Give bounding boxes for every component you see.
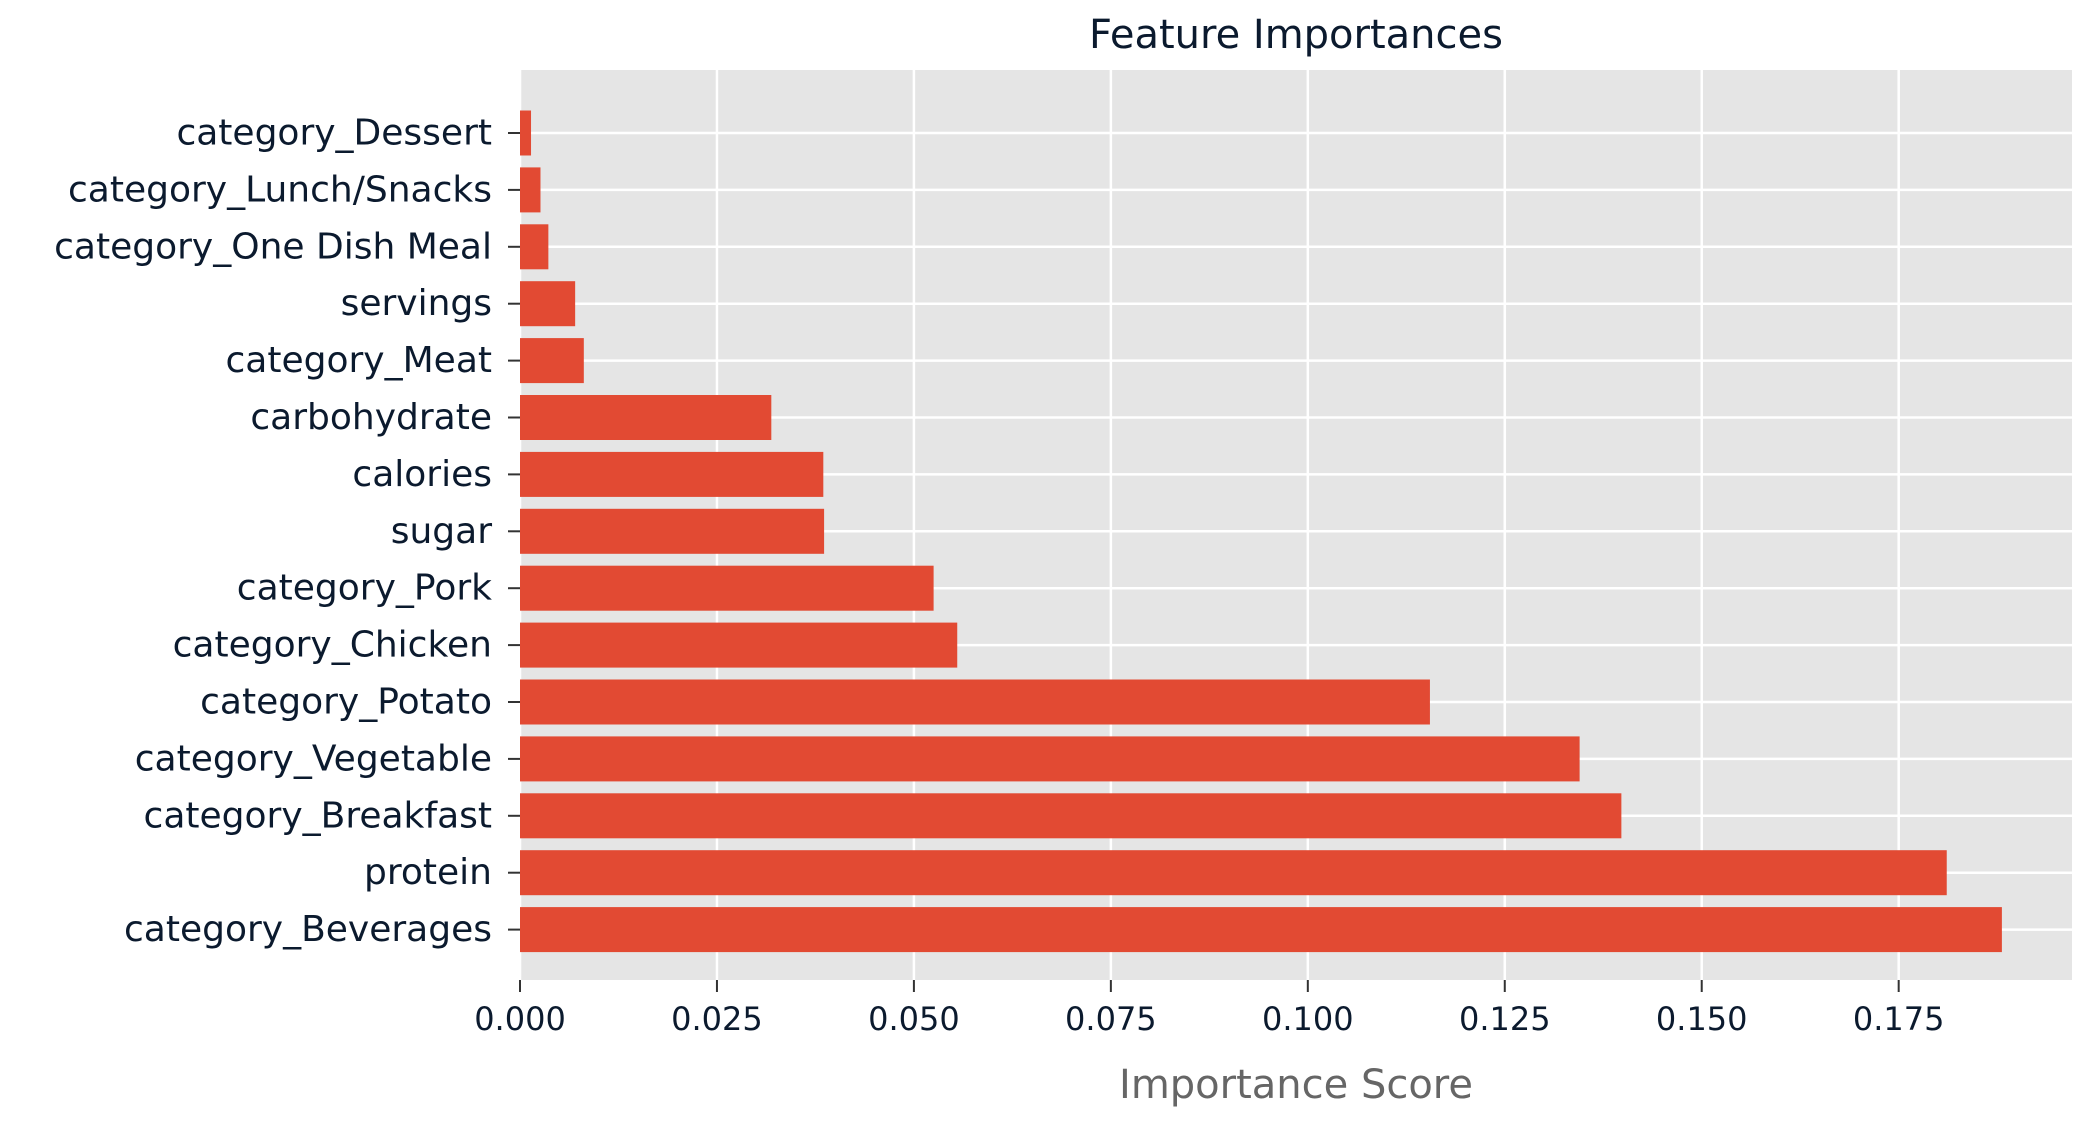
- bar: [520, 679, 1430, 725]
- y-tick-label: category_Chicken: [173, 625, 492, 666]
- bar: [520, 395, 772, 440]
- y-tick-label: category_Potato: [200, 682, 492, 723]
- bar: [520, 622, 958, 668]
- bars: [520, 110, 2002, 953]
- y-tick-label: category_Meat: [226, 340, 492, 381]
- y-axis-labels: category_Dessert category_Lunch/Snackscat…: [54, 113, 520, 950]
- x-tick-label: 0.100: [1262, 1000, 1354, 1038]
- bar: [520, 793, 1622, 839]
- bar: [520, 565, 934, 611]
- y-tick-label: servings: [341, 283, 492, 324]
- bar: [520, 850, 1947, 896]
- y-tick-label: category_Lunch/Snacks: [68, 169, 492, 210]
- x-tick-label: 0.125: [1459, 1000, 1551, 1038]
- bar: [520, 110, 532, 156]
- bar: [520, 281, 576, 327]
- x-axis-ticks: 0.000 0.025 0.050 0.075 0.100 0.125 0.150 0.175: [474, 980, 1944, 1038]
- y-tick-label: carbohydrate: [250, 397, 492, 438]
- bar: [520, 736, 1580, 782]
- y-tick-label: category_Pork: [237, 568, 492, 609]
- y-tick-label: protein: [364, 852, 492, 893]
- y-tick-label: category_One Dish Meal: [54, 226, 492, 267]
- bar: [520, 224, 549, 270]
- x-tick-label: 0.150: [1656, 1000, 1748, 1038]
- bar: [520, 338, 584, 384]
- y-tick-label: category_Breakfast: [144, 795, 492, 836]
- bar: [520, 907, 2002, 953]
- bar: [520, 508, 825, 554]
- bar: [520, 451, 824, 497]
- y-tick-label: sugar: [391, 511, 492, 552]
- x-tick-label: 0.175: [1853, 1000, 1945, 1038]
- x-tick-label: 0.075: [1065, 1000, 1157, 1038]
- bar: [520, 167, 541, 213]
- x-axis-label: Importance Score: [1119, 1062, 1473, 1108]
- x-tick-label: 0.000: [474, 1000, 566, 1038]
- x-tick-label: 0.050: [868, 1000, 960, 1038]
- x-tick-label: 0.025: [671, 1000, 763, 1038]
- y-tick-label: category_Vegetable: [135, 738, 492, 779]
- y-tick-label: calories: [352, 454, 492, 495]
- y-tick-label: category_Beverages: [124, 909, 492, 950]
- chart-title: Feature Importances: [1089, 12, 1503, 58]
- y-tick-label: category_Dessert: [176, 113, 492, 154]
